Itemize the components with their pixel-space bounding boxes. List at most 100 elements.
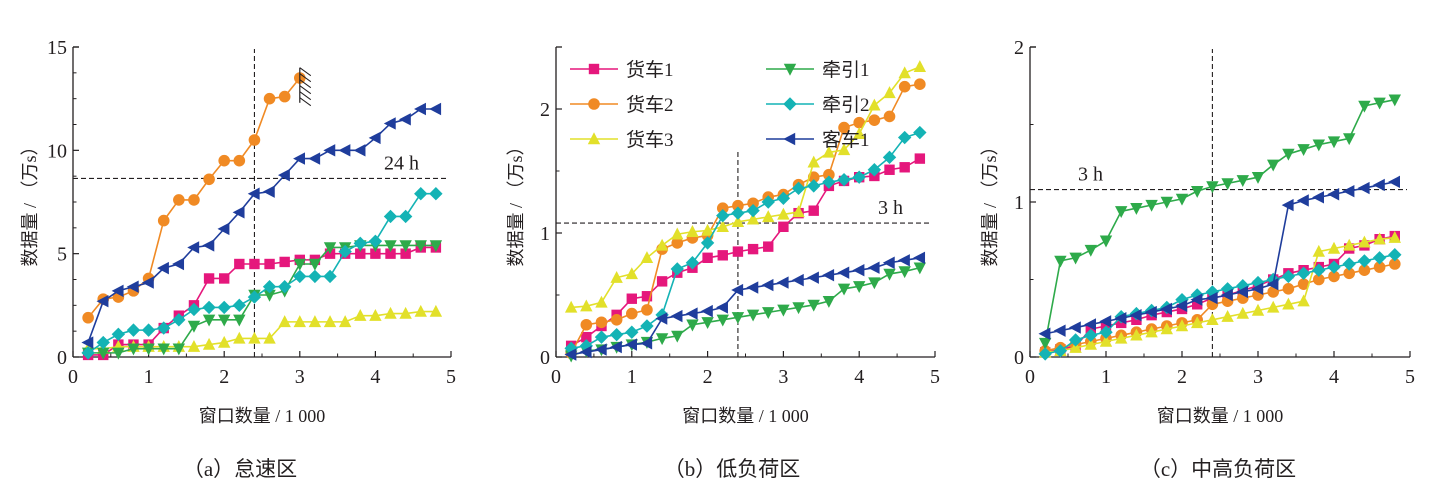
data-point	[384, 306, 397, 319]
data-point	[807, 179, 821, 193]
data-point	[233, 154, 246, 167]
legend-marker	[588, 98, 600, 110]
data-point	[625, 325, 639, 339]
x-tick-label: 5	[930, 366, 940, 388]
data-point	[732, 246, 744, 257]
data-point	[852, 264, 865, 277]
legend-item: 牵引2	[766, 94, 870, 116]
panel-b-low-load: 0 1 2 3 4 5 0 1 2 窗口数量 / 1 000 数据量 / （万s） （b）低负荷区 3 …	[506, 46, 940, 481]
data-point	[732, 199, 744, 212]
data-point	[837, 172, 851, 187]
data-point	[913, 60, 927, 73]
series-line	[1044, 98, 1395, 344]
data-point	[368, 234, 383, 248]
data-point	[354, 308, 367, 321]
data-point	[96, 295, 109, 308]
panel-a-idle: 0 1 2 3 4 5 0 5 10 15 窗口数量 / 1 000 数据量 / （万s） （a）怠速区…	[20, 37, 456, 481]
data-point	[914, 78, 926, 90]
data-point	[1372, 251, 1387, 265]
data-point	[1053, 324, 1066, 337]
data-point	[1296, 266, 1311, 280]
data-point	[429, 102, 442, 116]
data-point	[883, 86, 896, 99]
data-point	[414, 240, 427, 253]
data-point	[625, 267, 638, 280]
data-point	[187, 320, 201, 333]
data-point	[1160, 302, 1172, 316]
data-point	[898, 80, 911, 93]
x-tick-label: 0	[551, 366, 561, 388]
legend-marker	[783, 63, 797, 76]
data-point	[1069, 341, 1082, 353]
series-line	[570, 83, 920, 354]
data-point	[1115, 206, 1128, 218]
legend-marker	[783, 132, 796, 146]
data-point	[383, 117, 396, 130]
series-客车1	[1038, 175, 1400, 340]
data-point	[1160, 196, 1173, 209]
data-point	[701, 317, 714, 329]
data-point	[791, 181, 806, 196]
data-point	[1357, 181, 1370, 195]
data-point	[1389, 258, 1401, 270]
data-point	[867, 163, 882, 177]
data-point	[610, 270, 623, 283]
data-point	[1312, 263, 1326, 277]
y-tick-label: 1	[1014, 192, 1024, 214]
data-point	[1129, 308, 1142, 322]
data-point	[898, 266, 911, 279]
data-point	[626, 307, 638, 320]
data-point	[656, 276, 668, 287]
data-point	[172, 343, 186, 356]
data-point	[202, 300, 216, 315]
data-point	[580, 318, 593, 331]
legend-label: 牵引2	[822, 94, 870, 116]
data-point	[126, 280, 139, 293]
data-point	[277, 280, 292, 294]
data-point	[913, 251, 926, 264]
data-point	[594, 330, 609, 344]
data-point	[1282, 148, 1295, 161]
data-point	[111, 284, 124, 298]
data-point	[1373, 261, 1386, 273]
data-point	[1388, 248, 1402, 262]
data-point	[700, 304, 713, 318]
data-point	[807, 299, 820, 312]
data-point	[747, 243, 759, 255]
data-point	[671, 227, 684, 240]
data-point	[701, 223, 714, 236]
y-tick-label: 15	[47, 37, 67, 59]
y-tick-label: 5	[57, 244, 67, 266]
data-point	[1190, 293, 1203, 306]
x-tick-label: 1	[627, 366, 637, 388]
data-point	[233, 314, 246, 327]
data-point	[188, 194, 200, 206]
data-point	[716, 208, 730, 223]
data-point	[1267, 300, 1280, 313]
data-point	[1328, 270, 1340, 283]
data-point	[853, 281, 866, 294]
data-point	[579, 339, 594, 353]
data-point	[898, 66, 911, 79]
data-point	[882, 256, 895, 269]
data-point	[217, 222, 230, 236]
data-point	[564, 348, 577, 361]
legend-item: 牵引1	[766, 59, 870, 81]
data-point	[883, 110, 896, 123]
data-point	[1145, 199, 1158, 212]
data-point	[655, 312, 668, 325]
data-point	[641, 291, 653, 302]
data-point	[1205, 291, 1218, 305]
data-point	[1327, 136, 1341, 149]
x-tick-label: 0	[1025, 366, 1035, 388]
data-point	[1327, 260, 1341, 274]
data-point	[247, 187, 260, 200]
data-point	[746, 212, 760, 225]
data-point	[716, 301, 728, 314]
x-axis-label: 窗口数量 / 1 000	[682, 406, 809, 426]
series-货车2	[1039, 258, 1401, 357]
data-point	[685, 256, 700, 270]
data-point	[1343, 238, 1356, 251]
data-point	[97, 347, 110, 360]
data-point	[172, 257, 185, 271]
